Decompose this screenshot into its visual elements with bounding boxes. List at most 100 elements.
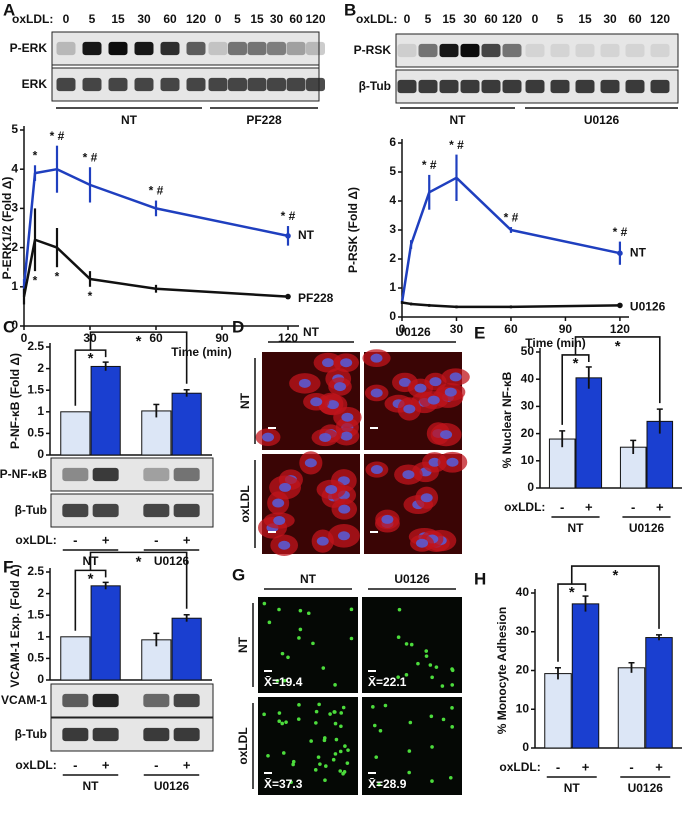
y-tick-label: 0.5	[27, 426, 44, 440]
lane-label: 5	[234, 12, 241, 26]
monocyte	[430, 745, 434, 749]
row-label: NT	[236, 636, 250, 653]
monocyte	[286, 655, 290, 660]
x-tick-label: NT	[83, 779, 100, 793]
x-tick-label: 0	[399, 322, 406, 336]
blot-band	[247, 77, 267, 92]
lane-label: 0	[404, 12, 411, 26]
nucleus	[273, 516, 286, 526]
monocyte	[430, 779, 434, 783]
monocyte	[416, 661, 420, 666]
series-label: NT	[630, 245, 647, 259]
nucleus	[319, 432, 332, 442]
monocyte	[428, 663, 433, 667]
monocyte	[441, 717, 446, 722]
blot-band	[439, 43, 459, 58]
column-label: NT	[303, 325, 320, 339]
blot-band	[650, 43, 670, 58]
nucleus	[429, 377, 442, 387]
blot-band	[600, 43, 620, 58]
monocyte	[317, 702, 321, 707]
blot-band	[418, 79, 438, 94]
monocyte	[314, 721, 318, 725]
legend-entry: +	[183, 532, 191, 547]
monocyte	[298, 608, 303, 613]
significance: * #	[449, 138, 464, 152]
legend-entry: +	[656, 499, 664, 514]
bar	[141, 410, 172, 456]
y-axis-label: % Nuclear NF-κB	[500, 371, 514, 468]
panel-label: F	[3, 557, 13, 576]
monocyte	[450, 725, 454, 729]
nucleus	[446, 457, 459, 467]
blot-band	[173, 693, 200, 708]
mean-label: X̄=37.3	[264, 777, 303, 791]
column-label: U0126	[394, 572, 430, 586]
nucleus	[370, 353, 383, 363]
bar	[60, 411, 91, 456]
bar	[645, 637, 673, 749]
monocyte	[262, 601, 267, 606]
monocyte	[282, 678, 287, 683]
y-tick-label: 1	[37, 629, 44, 643]
monocyte	[341, 771, 345, 776]
nucleus	[337, 531, 350, 541]
significance: *	[88, 350, 94, 367]
lane-label: 30	[463, 12, 477, 26]
y-tick-label: 1.5	[27, 382, 44, 396]
blot-band	[460, 79, 480, 94]
y-tick-label: 10	[516, 701, 530, 715]
y-tick-label: 4	[389, 193, 396, 207]
monocyte	[349, 607, 354, 612]
monocyte	[275, 678, 280, 683]
blot-band	[439, 79, 459, 94]
significance: *	[569, 584, 575, 601]
lane-label: 120	[650, 12, 670, 26]
x-tick-label: U0126	[628, 781, 664, 795]
legend-label: oxLDL:	[504, 500, 545, 514]
blot-frame	[51, 31, 320, 102]
lane-label: 15	[578, 12, 592, 26]
lane-label: 5	[425, 12, 432, 26]
y-tick-label: 3	[11, 201, 18, 215]
y-axis-label: P-NF-κB (Fold Δ)	[8, 353, 22, 449]
legend-entry: +	[655, 759, 663, 774]
monocyte	[345, 761, 350, 765]
legend-entry: -	[73, 757, 77, 772]
row-label: NT	[238, 392, 252, 409]
x-tick-label: U0126	[154, 554, 190, 568]
monocyte	[322, 736, 327, 740]
blot-band	[502, 43, 522, 58]
significance-bracket	[89, 551, 188, 609]
lane-label: 30	[270, 12, 284, 26]
y-axis-label: % Monocyte Adhesion	[495, 607, 509, 735]
nucleus	[440, 430, 453, 440]
treatment-label: oxLDL:	[12, 12, 53, 26]
blot-band	[62, 693, 89, 708]
y-tick-label: 2	[37, 586, 44, 600]
bar	[60, 636, 91, 681]
monocyte	[429, 714, 434, 719]
monocyte	[346, 748, 350, 752]
nucleus	[316, 536, 329, 546]
legend-entry: +	[102, 757, 110, 772]
blot-band	[208, 77, 228, 92]
monocyte	[333, 683, 337, 687]
monocyte	[396, 675, 400, 679]
line-series	[22, 238, 289, 298]
bar	[90, 585, 121, 681]
significance: *	[55, 269, 60, 283]
nucleus	[427, 395, 440, 405]
significance: *	[88, 289, 93, 303]
blot-band	[481, 79, 501, 94]
lane-label: 120	[502, 12, 522, 26]
y-tick-label: 1	[389, 280, 396, 294]
y-axis-label: VCAM-1 Exp. (Fold Δ)	[8, 564, 22, 687]
monocyte	[397, 607, 402, 612]
monocyte	[430, 675, 434, 680]
significance: *	[33, 148, 38, 162]
x-tick-label: 0	[21, 331, 28, 345]
nucleus	[340, 358, 353, 368]
monocyte	[341, 705, 346, 710]
y-tick-label: 30	[516, 624, 530, 638]
